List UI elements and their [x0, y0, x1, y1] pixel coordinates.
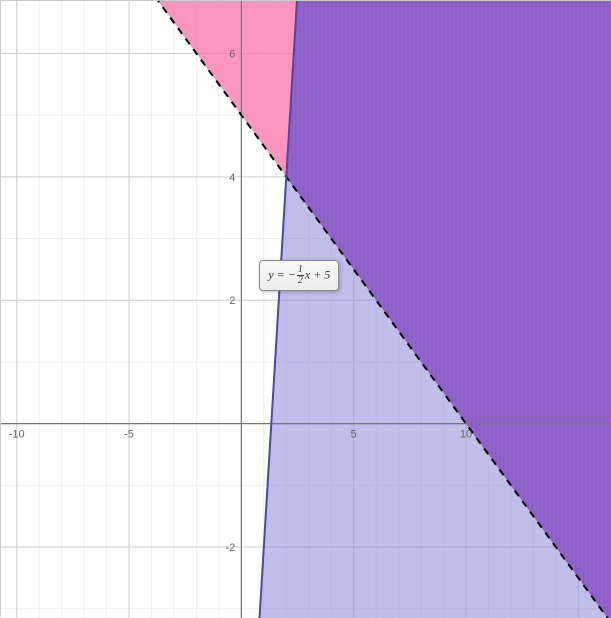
eq-neg: −: [288, 267, 296, 281]
x-tick-label: -10: [9, 429, 25, 441]
x-tick-label: 5: [351, 429, 357, 441]
y-tick-label: -2: [226, 542, 236, 554]
y-tick-label: 6: [229, 48, 235, 60]
eq-plus5: + 5: [313, 267, 330, 281]
equation-label: y = −12x + 5: [259, 260, 339, 291]
y-tick-label: 2: [229, 295, 235, 307]
eq-x: x: [305, 267, 310, 281]
x-tick-label: 10: [460, 429, 472, 441]
inequality-plot[interactable]: -10 -5 5 10 -2 2 4 6 y = −12x + 5: [0, 0, 611, 617]
x-tick-label: -5: [124, 429, 134, 441]
y-tick-label: 4: [229, 172, 235, 184]
eq-den: 2: [297, 276, 304, 286]
eq-equals: =: [277, 267, 288, 281]
eq-frac: 12: [297, 265, 304, 286]
plot-svg: -10 -5 5 10 -2 2 4 6: [1, 1, 611, 618]
eq-y: y: [268, 267, 273, 281]
